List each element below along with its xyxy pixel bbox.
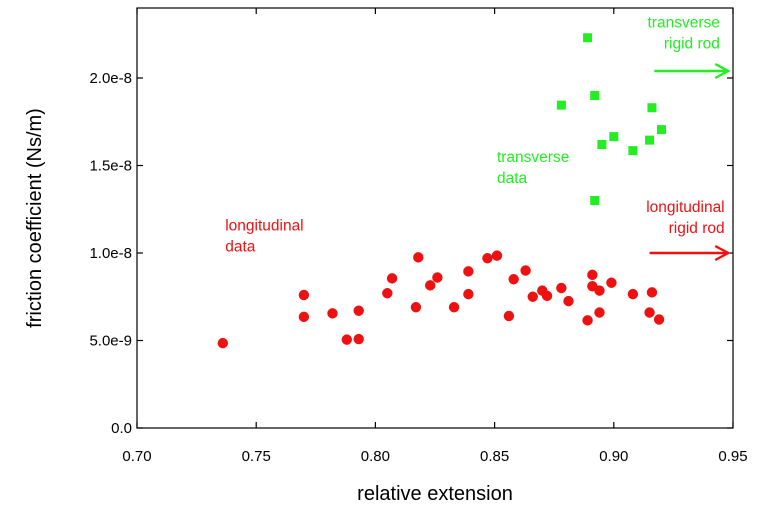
transverse-rigid-rod-label: transverse (648, 14, 720, 31)
y-tick-label: 2.0e-8 (89, 70, 132, 87)
longitudinal-point (463, 288, 474, 300)
longitudinal-point (582, 315, 593, 326)
transverse-point (590, 196, 600, 205)
transverse-data-label: transverse (497, 149, 569, 166)
transverse-point (656, 125, 666, 135)
transverse-point (609, 132, 619, 142)
x-tick-label: 0.95 (718, 448, 747, 465)
y-axis-label: friction coefficient (Ns/m) (24, 108, 46, 328)
longitudinal-point (508, 274, 519, 285)
longitudinal-point (217, 337, 229, 349)
transverse-point (590, 91, 600, 100)
longitudinal-data-label: data (225, 238, 256, 255)
longitudinal-point (425, 280, 436, 291)
longitudinal-point (653, 314, 665, 325)
longitudinal-point (491, 250, 503, 261)
longitudinal-point (482, 253, 493, 264)
x-axis: 0.70 0.75 0.80 0.85 0.90 0.95 (122, 8, 748, 465)
transverse-point (647, 103, 657, 113)
longitudinal_rigid_rod_arrow-head (714, 244, 731, 262)
longitudinal-point (298, 311, 310, 323)
longitudinal-point (527, 291, 538, 302)
x-tick-label: 0.75 (242, 448, 271, 465)
longitudinal-point (503, 310, 515, 322)
longitudinal-point (644, 307, 655, 318)
x-tick-label: 0.70 (122, 448, 151, 465)
longitudinal-point (646, 287, 658, 298)
longitudinal-point (341, 334, 352, 345)
y-tick-label: 5.0e-9 (89, 333, 132, 350)
longitudinal-point (594, 285, 605, 296)
x-tick-label: 0.90 (599, 448, 628, 465)
reference-arrows (649, 62, 731, 262)
longitudinal-point (563, 295, 574, 307)
longitudinal-point (463, 266, 474, 277)
longitudinal-point (432, 272, 443, 283)
y-tick-label: 0.0 (111, 420, 132, 437)
transverse-point (645, 135, 655, 145)
longitudinal-rigid-rod-label: longitudinal (646, 199, 724, 216)
x-tick-label: 0.85 (480, 448, 509, 465)
transverse-point (628, 146, 638, 156)
data-points (217, 33, 666, 349)
longitudinal-point (541, 290, 553, 302)
transverse-rigid-rod-label: rigid rod (664, 35, 720, 52)
y-tick-label: 1.5e-8 (89, 158, 132, 175)
longitudinal-point (448, 302, 460, 313)
transverse_rigid_rod_arrow-head (714, 62, 731, 80)
transverse-data-label: data (497, 170, 528, 187)
longitudinal-point (327, 308, 338, 319)
transverse-point (583, 33, 593, 43)
annotations: longitudinal data transverse data transverse… (225, 14, 724, 255)
longitudinal-point (382, 288, 393, 299)
longitudinal-point (353, 333, 364, 345)
longitudinal-point (627, 288, 639, 300)
transverse-point (556, 100, 566, 110)
longitudinal-point (556, 282, 567, 294)
transverse-point (597, 140, 607, 149)
y-axis: 0.0 5.0e-9 1.0e-8 1.5e-8 2.0e-8 (89, 70, 733, 437)
longitudinal-point (587, 269, 598, 281)
x-tick-label: 0.80 (361, 448, 390, 465)
longitudinal-rigid-rod-label: rigid rod (669, 220, 725, 237)
longitudinal-point (386, 273, 398, 284)
longitudinal-data-label: longitudinal (225, 217, 303, 234)
longitudinal-point (606, 277, 617, 288)
longitudinal-point (353, 305, 364, 316)
plot-frame (136, 7, 734, 429)
longitudinal-point (520, 265, 531, 276)
longitudinal-point (413, 252, 424, 263)
x-axis-label: relative extension (357, 483, 513, 505)
longitudinal-point (298, 289, 310, 301)
y-tick-label: 1.0e-8 (89, 245, 132, 262)
longitudinal-point (594, 307, 605, 318)
longitudinal-point (410, 302, 422, 313)
